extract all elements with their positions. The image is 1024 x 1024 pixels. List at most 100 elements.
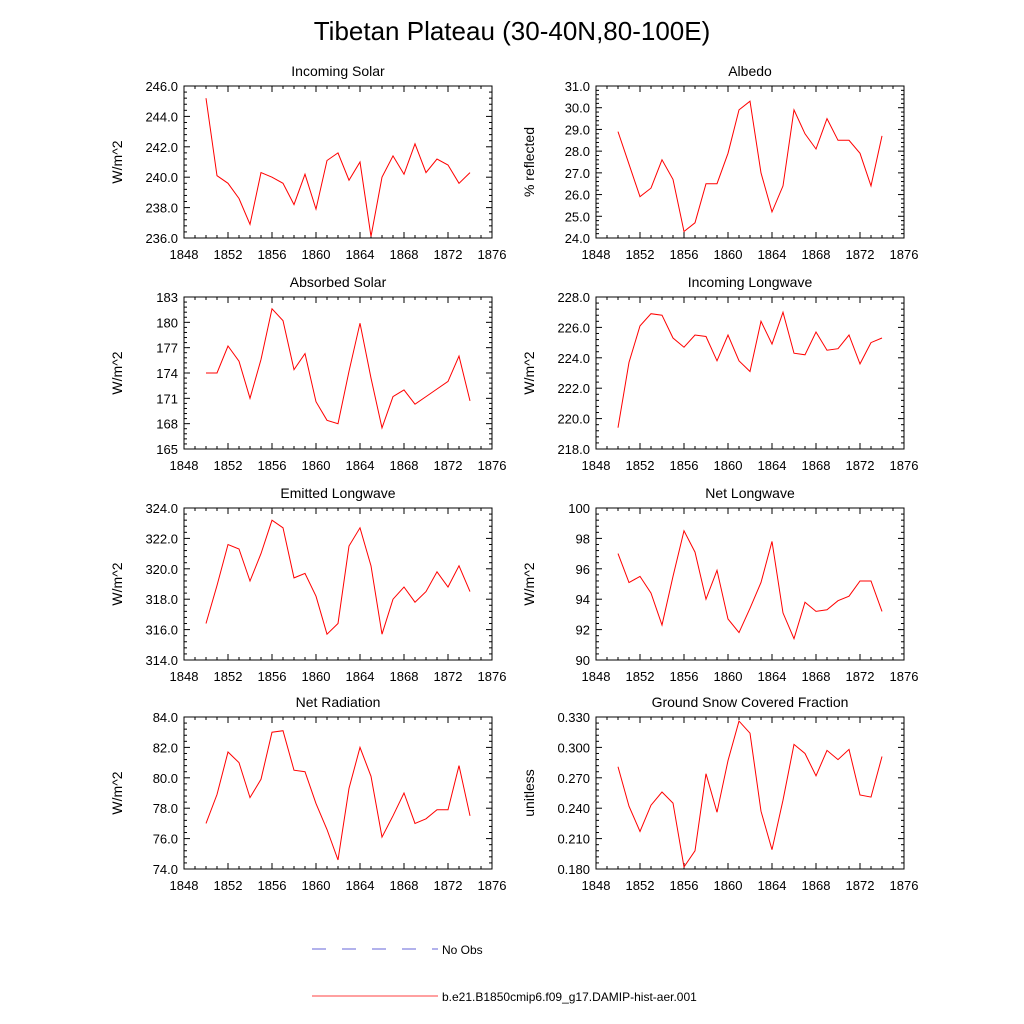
y-axis-label: W/m^2 [109,351,125,394]
x-tick-label: 1852 [626,247,655,262]
x-tick-label: 1848 [582,458,611,473]
x-tick-label: 1872 [434,247,463,262]
y-tick-label: 0.240 [557,801,590,816]
x-tick-label: 1872 [846,247,875,262]
y-tick-label: 314.0 [145,653,178,668]
y-axis-label: W/m^2 [109,140,125,183]
figure-title: Tibetan Plateau (30-40N,80-100E) [314,16,711,46]
x-tick-label: 1852 [214,878,243,893]
y-tick-label: 316.0 [145,623,178,638]
chart-panel-4: 1848 1852 1856 1860 1864 1868 1872 1876 314.0 316… [109,485,506,684]
y-tick-label: 76.0 [153,832,178,847]
y-tick-label: 222.0 [557,381,590,396]
y-axis-label: W/m^2 [109,771,125,814]
y-tick-label: 82.0 [153,740,178,755]
y-tick-label: 242.0 [145,140,178,155]
x-tick-label: 1860 [714,669,743,684]
x-tick-label: 1864 [758,247,787,262]
chart-panel-0: 1848 1852 1856 1860 1864 1868 1872 1876 236.0 238… [109,63,506,262]
x-tick-label: 1860 [302,458,331,473]
x-tick-label: 1864 [758,669,787,684]
x-tick-label: 1868 [390,458,419,473]
series-line [617,529,883,641]
x-tick-label: 1848 [170,669,199,684]
y-tick-label: 236.0 [145,231,178,246]
y-tick-label: 84.0 [153,710,178,725]
series-line [205,98,471,237]
x-tick-label: 1848 [170,458,199,473]
x-tick-label: 1852 [214,247,243,262]
x-tick-label: 1864 [346,458,375,473]
x-tick-label: 1868 [802,878,831,893]
x-tick-label: 1868 [390,669,419,684]
panel-title: Ground Snow Covered Fraction [652,694,849,710]
x-tick-label: 1868 [390,247,419,262]
y-axis-label: W/m^2 [521,562,537,605]
x-tick-label: 1876 [478,247,507,262]
y-tick-label: 98 [576,531,590,546]
x-tick-label: 1864 [346,878,375,893]
y-tick-label: 80.0 [153,771,178,786]
x-tick-label: 1864 [346,669,375,684]
x-tick-label: 1864 [346,247,375,262]
y-tick-label: 228.0 [557,290,590,305]
y-tick-label: 0.330 [557,710,590,725]
y-tick-label: 224.0 [557,351,590,366]
chart-panel-3: 1848 1852 1856 1860 1864 1868 1872 1876 218.0 220… [521,274,918,473]
x-tick-label: 1868 [802,247,831,262]
plot-frame [183,85,493,239]
series-line [206,307,471,430]
y-tick-label: 26.0 [565,188,590,203]
x-tick-label: 1868 [802,669,831,684]
legend-entry-model: b.e21.B1850cmip6.f09_g17.DAMIP-hist-aer.… [312,990,697,1004]
y-tick-label: 92 [576,623,590,638]
series-line [205,730,471,861]
x-tick-label: 1860 [302,247,331,262]
x-tick-label: 1876 [478,458,507,473]
x-tick-label: 1876 [890,878,919,893]
x-tick-label: 1872 [434,669,463,684]
y-axis-label: W/m^2 [521,351,537,394]
y-tick-label: 96 [576,562,590,577]
y-tick-label: 94 [576,592,590,607]
series-line [617,100,883,233]
y-tick-label: 324.0 [145,501,178,516]
x-tick-label: 1856 [670,669,699,684]
y-tick-label: 174 [156,366,178,381]
x-tick-label: 1860 [714,878,743,893]
x-tick-label: 1848 [582,247,611,262]
x-tick-label: 1876 [478,669,507,684]
series-line [617,310,883,428]
x-tick-label: 1852 [626,878,655,893]
legend-entry-no-obs: No Obs [312,943,483,957]
y-tick-label: 28.0 [565,144,590,159]
y-tick-label: 0.270 [557,771,590,786]
x-tick-label: 1848 [582,669,611,684]
x-tick-label: 1860 [302,878,331,893]
panel-title: Emitted Longwave [280,485,395,501]
x-tick-label: 1872 [434,458,463,473]
y-tick-label: 90 [576,653,590,668]
y-tick-label: 180 [156,315,178,330]
y-tick-label: 320.0 [145,562,178,577]
panel-title: Incoming Solar [291,63,385,79]
x-tick-label: 1852 [626,458,655,473]
y-tick-label: 0.300 [557,740,590,755]
x-tick-label: 1856 [258,247,287,262]
x-tick-label: 1876 [890,458,919,473]
panel-title: Incoming Longwave [688,274,813,290]
y-tick-label: 183 [156,290,178,305]
x-tick-label: 1856 [670,247,699,262]
y-tick-label: 168 [156,417,178,432]
y-tick-label: 246.0 [145,79,178,94]
chart-panel-5: 1848 1852 1856 1860 1864 1868 1872 1876 90 92 94 96… [521,485,918,684]
x-tick-label: 1848 [170,878,199,893]
x-tick-label: 1864 [758,458,787,473]
y-tick-label: 218.0 [557,442,590,457]
y-tick-label: 30.0 [565,101,590,116]
x-tick-label: 1860 [714,458,743,473]
y-tick-label: 244.0 [145,109,178,124]
x-tick-label: 1848 [170,247,199,262]
x-tick-label: 1856 [258,878,287,893]
